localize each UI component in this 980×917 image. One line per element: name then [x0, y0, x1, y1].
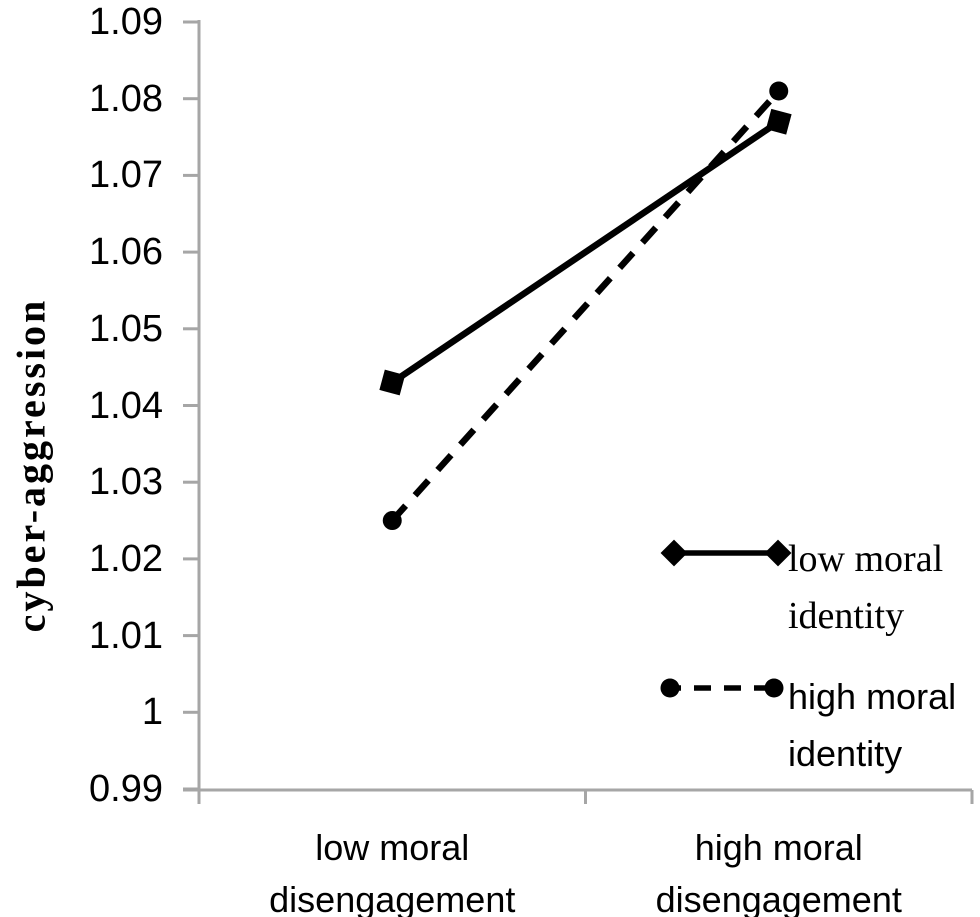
legend-key-solid-diamond-line — [660, 539, 792, 567]
data-point-circle — [382, 511, 402, 531]
series-line-solid — [390, 119, 781, 386]
y-tick-label: 1.09 — [89, 1, 163, 43]
y-tick-label: 0.99 — [89, 768, 163, 810]
legend-marker-circle — [660, 678, 680, 698]
legend-key-dashed-circle-line — [660, 678, 784, 698]
data-point-square — [765, 108, 792, 135]
y-tick-label: 1.06 — [89, 231, 163, 274]
y-tick-label: 1.08 — [89, 77, 163, 120]
legend-label-high-moral-identity: high moral identity — [788, 676, 957, 774]
data-point-square — [379, 369, 406, 396]
y-tick-label: 1.07 — [89, 154, 163, 197]
legend-marker-circle — [764, 678, 784, 698]
data-point-circle — [769, 81, 789, 101]
x-category-label: low moral disengagement — [269, 827, 516, 917]
y-tick-label: 1.05 — [89, 307, 163, 350]
y-tick-label: 1.03 — [89, 461, 163, 504]
y-tick-label: 1 — [141, 691, 163, 734]
series-line-dashed — [389, 88, 782, 523]
y-tick-label: 1.04 — [89, 384, 163, 427]
legend-marker-diamond — [660, 539, 688, 567]
legend-label-low-moral-identity: low moral identity — [788, 538, 944, 637]
y-tick-label: 1.01 — [89, 614, 163, 657]
y-tick-label: 1.02 — [89, 537, 163, 580]
x-category-label: high moral disengagement — [655, 827, 902, 917]
